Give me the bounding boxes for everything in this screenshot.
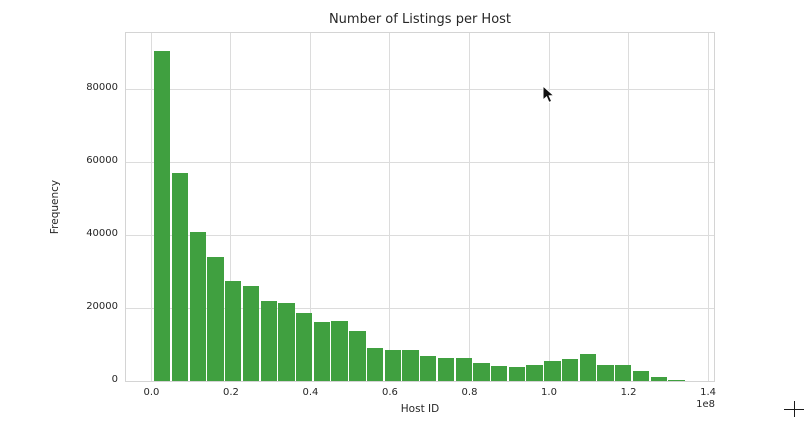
histogram-bar [242, 285, 260, 381]
x-gridline [707, 33, 709, 381]
histogram-bar [313, 321, 331, 381]
histogram-bar [561, 358, 579, 381]
x-gridline [230, 33, 232, 381]
histogram-bar [278, 303, 295, 381]
y-gridline [126, 88, 714, 90]
x-tick-label: 0.4 [302, 387, 319, 398]
histogram-bar [579, 354, 596, 381]
histogram-bar [189, 231, 206, 381]
x-gridline [548, 33, 550, 381]
y-tick-label: 60000 [86, 155, 118, 167]
x-gridline [309, 33, 311, 381]
y-gridline [126, 161, 714, 163]
x-tick-label: 0.6 [382, 387, 398, 398]
y-tick-label: 80000 [86, 82, 118, 94]
x-gridline [389, 33, 391, 381]
mouse-cursor-icon [542, 85, 555, 104]
histogram-bar [207, 257, 224, 381]
histogram-bar [615, 365, 632, 381]
histogram-bar [455, 358, 472, 381]
y-gridline [126, 307, 714, 309]
x-axis-offset-label: 1e8 [696, 399, 715, 410]
histogram-bar [331, 321, 348, 381]
x-tick-label: 1.4 [700, 387, 716, 398]
histogram-bar [508, 367, 526, 381]
y-gridline [126, 234, 714, 236]
x-tick-label: 0.0 [143, 387, 160, 398]
histogram-bar [295, 312, 313, 381]
histogram-bar [420, 355, 437, 381]
histogram-bar [366, 348, 384, 381]
histogram-bar [473, 363, 490, 381]
x-tick-label: 0.2 [223, 387, 239, 398]
histogram-bar [437, 357, 455, 381]
y-axis-label: Frequency [49, 179, 61, 235]
histogram-bar [544, 360, 561, 381]
x-tick-label: 1.0 [541, 387, 557, 398]
plot-area [125, 32, 715, 382]
x-gridline [468, 33, 470, 381]
histogram-bar [349, 331, 366, 381]
chart-title: Number of Listings per Host [328, 12, 512, 27]
x-axis-label: Host ID [400, 403, 440, 415]
histogram-bar [402, 350, 419, 381]
x-gridline [628, 33, 630, 381]
histogram-bar [650, 376, 667, 381]
histogram-bar [597, 364, 614, 381]
histogram-bar [154, 50, 171, 381]
x-tick-label: 1.2 [620, 387, 637, 398]
y-tick-label: 20000 [86, 301, 118, 313]
histogram-bar [668, 380, 685, 381]
x-tick-label: 0.8 [461, 387, 478, 398]
histogram-bar [384, 350, 401, 381]
histogram-bar [526, 364, 543, 381]
x-gridline [150, 33, 152, 381]
crosshair-plus-icon [793, 401, 795, 417]
y-tick-label: 40000 [86, 228, 118, 240]
y-tick-label: 0 [111, 374, 118, 385]
histogram-bar [171, 173, 189, 381]
histogram-bar [632, 371, 650, 381]
histogram-bar [225, 280, 242, 381]
histogram-bar [260, 300, 277, 381]
histogram-bar [491, 365, 508, 381]
